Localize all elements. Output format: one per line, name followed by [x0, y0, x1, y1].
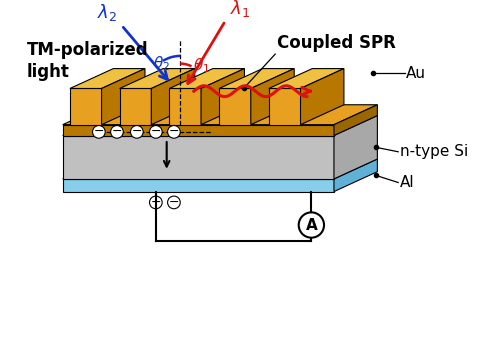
Polygon shape: [251, 69, 294, 125]
Text: n-type Si: n-type Si: [400, 144, 468, 159]
Text: −: −: [150, 125, 161, 139]
Text: Al: Al: [400, 175, 414, 190]
Polygon shape: [334, 116, 378, 179]
Polygon shape: [70, 69, 145, 88]
Circle shape: [150, 126, 162, 138]
Polygon shape: [102, 69, 145, 125]
Polygon shape: [62, 116, 378, 135]
Text: A: A: [306, 218, 317, 232]
Text: −: −: [112, 125, 122, 139]
Polygon shape: [170, 88, 201, 125]
Text: TM-polarized
light: TM-polarized light: [26, 41, 148, 81]
Polygon shape: [219, 69, 294, 88]
Text: −: −: [132, 125, 142, 139]
Polygon shape: [120, 69, 194, 88]
Polygon shape: [62, 159, 378, 179]
Text: $\theta_1$: $\theta_1$: [193, 56, 210, 75]
Text: −: −: [150, 196, 161, 209]
Text: −: −: [168, 196, 179, 209]
Polygon shape: [120, 88, 152, 125]
Circle shape: [150, 196, 162, 209]
Text: $\lambda_1$: $\lambda_1$: [230, 0, 250, 19]
Text: $\theta_2$: $\theta_2$: [153, 55, 170, 73]
Polygon shape: [300, 69, 344, 125]
Polygon shape: [219, 88, 251, 125]
Polygon shape: [269, 69, 344, 88]
Circle shape: [168, 196, 180, 209]
Circle shape: [298, 212, 324, 238]
Polygon shape: [62, 179, 334, 191]
Polygon shape: [152, 69, 194, 125]
Circle shape: [92, 126, 105, 138]
Polygon shape: [62, 125, 334, 135]
Circle shape: [130, 126, 143, 138]
Circle shape: [110, 126, 124, 138]
Polygon shape: [334, 105, 378, 135]
Text: Au: Au: [406, 66, 426, 81]
Polygon shape: [201, 69, 244, 125]
Polygon shape: [62, 105, 378, 125]
Circle shape: [168, 126, 180, 138]
Polygon shape: [170, 69, 244, 88]
Text: $\lambda_2$: $\lambda_2$: [97, 2, 117, 23]
Polygon shape: [62, 135, 334, 179]
Text: −: −: [168, 125, 179, 139]
Polygon shape: [70, 88, 102, 125]
Text: −: −: [94, 125, 104, 139]
Polygon shape: [334, 159, 378, 191]
Text: Coupled SPR: Coupled SPR: [277, 34, 396, 52]
Polygon shape: [269, 88, 300, 125]
